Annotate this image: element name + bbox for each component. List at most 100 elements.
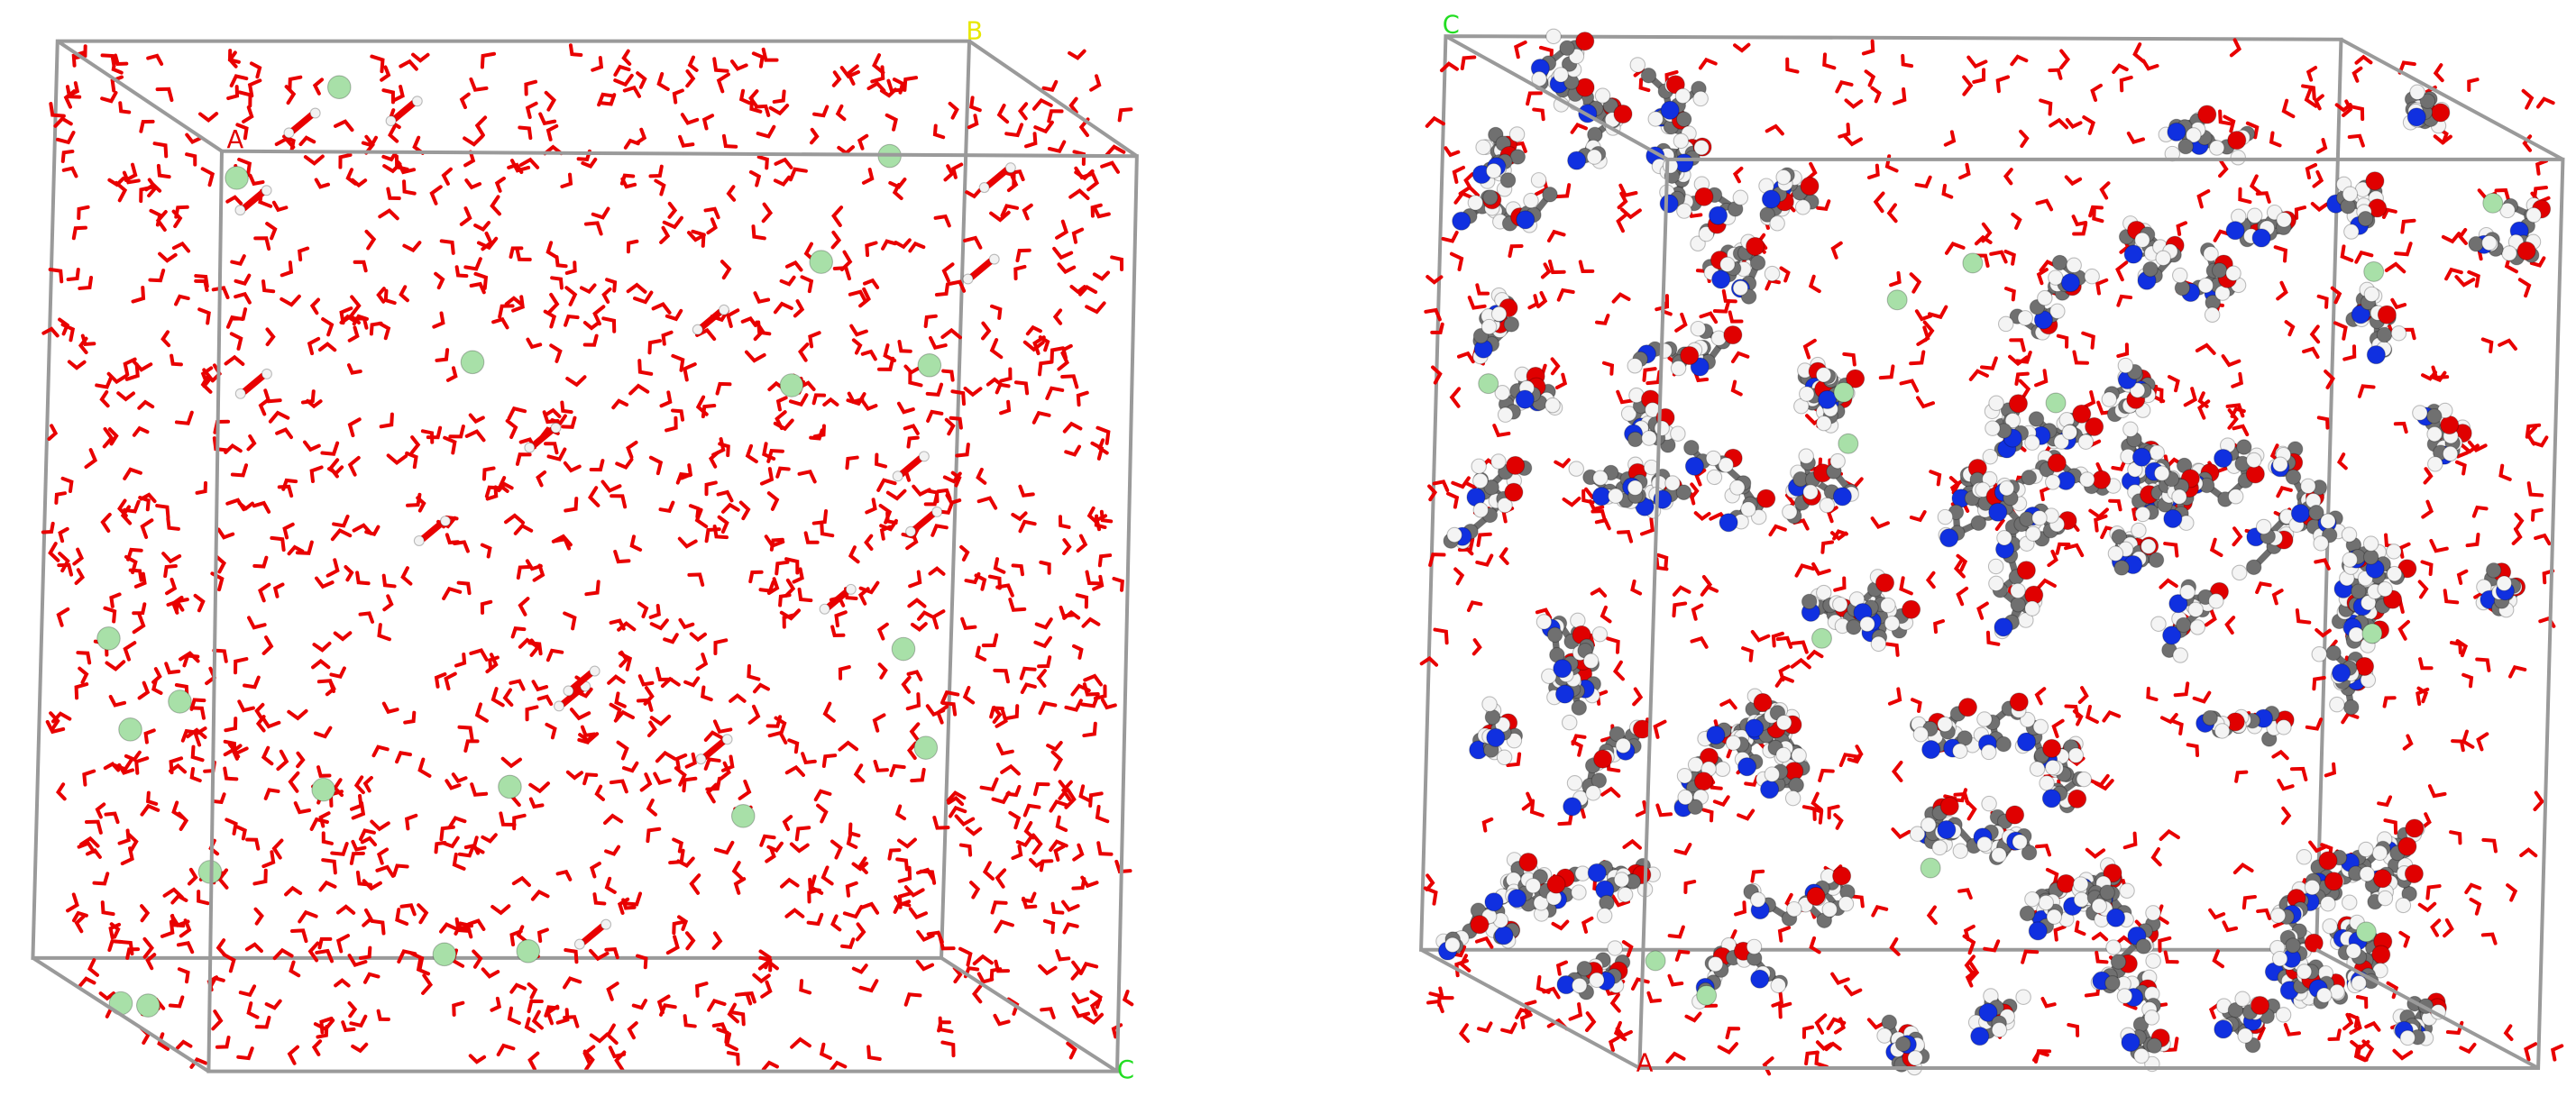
water [524,79,538,96]
water [2111,460,2127,471]
oxygen [2047,453,2067,473]
water [894,804,907,821]
water [2173,681,2190,698]
water [926,409,944,423]
bond [912,510,936,533]
water [615,457,634,470]
water [496,1043,516,1056]
water [560,172,573,188]
water [831,70,842,87]
water [857,856,868,875]
hydrogen [1750,891,1766,908]
water [421,973,434,995]
water [910,767,926,783]
water [621,761,639,773]
hydrogen [2024,600,2040,616]
hydrogen [2197,277,2214,294]
water [271,838,284,860]
water [316,765,332,778]
water [738,88,751,105]
axis-label: C [1117,1056,1134,1084]
water [78,666,89,685]
water [347,455,361,477]
hydrogen [1937,508,1954,525]
water [1034,617,1053,630]
water [332,514,350,528]
ion [2482,192,2504,214]
water [344,565,354,582]
carbon [2376,326,2393,343]
water [1049,839,1068,853]
water [684,931,696,951]
hydrogen [1732,189,1749,206]
water [1864,69,1876,87]
water [1499,547,1509,565]
water [2241,894,2257,910]
water [1965,970,1977,988]
bond [701,738,727,761]
water [1049,799,1069,813]
water [531,680,549,692]
water [726,1051,740,1066]
water [889,763,906,778]
water [504,296,523,306]
water [1430,322,1444,334]
water [707,999,727,1012]
hydrogen [1481,318,1498,335]
water [1072,843,1085,862]
water [701,404,717,419]
water [659,390,673,408]
water [873,759,889,772]
water [1963,924,1976,942]
water [2316,416,2330,430]
water [687,55,699,72]
hydrogen [2117,357,2134,374]
hydrogen [1784,790,1801,807]
carbon [1546,626,1563,644]
water [1058,515,1071,529]
water [58,526,69,543]
water [846,833,858,849]
water [325,558,340,578]
water [704,527,721,543]
water [808,331,821,349]
water [908,907,928,920]
water [925,382,944,397]
water [799,979,812,995]
water [1022,803,1041,817]
water [694,507,709,529]
water [2460,443,2480,454]
water [358,945,372,960]
water [861,399,878,412]
water [334,978,351,988]
water [98,991,115,1001]
water [200,167,215,187]
water [1777,926,1792,943]
carbon [2202,709,2218,726]
water [1529,799,1545,817]
water [1444,146,1461,158]
water [1085,570,1103,586]
water [295,540,314,555]
water [689,632,707,643]
water [660,676,681,689]
hydrogen [2320,513,2336,529]
water [509,982,527,994]
water [66,267,80,282]
water [330,528,353,542]
ion [1645,950,1666,972]
water [148,269,166,283]
water [620,177,637,189]
water [53,116,73,128]
hydrogen [411,96,423,107]
water [268,410,290,424]
hydrogen [309,107,321,119]
water [1725,1027,1741,1040]
water [2159,578,2178,589]
nitrogen [1761,189,1781,209]
hydrogen [1674,87,1691,105]
water [875,452,888,469]
hydrogen [1553,67,1569,83]
water [234,291,252,305]
water [729,59,748,71]
